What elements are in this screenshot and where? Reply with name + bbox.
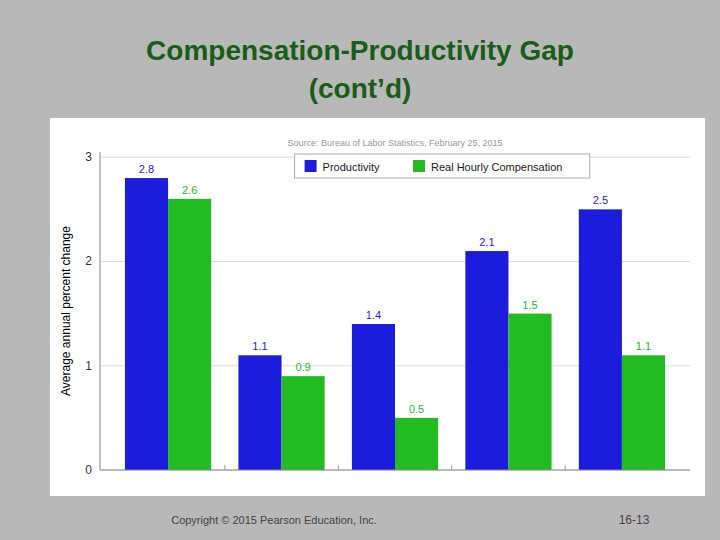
slide-background — [0, 0, 720, 540]
bar — [508, 314, 551, 470]
group-divider — [338, 465, 339, 470]
legend: Productivity Real Hourly Compensation — [295, 154, 590, 178]
chart-root: Compensation-Productivity Gap (cont’d) 0 1 2… — [0, 0, 720, 540]
legend-label: Productivity — [323, 161, 380, 173]
bar — [352, 324, 395, 470]
legend-swatch — [305, 160, 317, 172]
data-label: 1.1 — [636, 340, 651, 352]
legend-box — [295, 154, 590, 178]
bar — [622, 355, 665, 470]
page-number: 16-13 — [619, 513, 650, 527]
legend-swatch — [413, 160, 425, 172]
data-label: 1.1 — [252, 340, 267, 352]
bar — [579, 209, 622, 470]
data-labels: 2.8 1.1 1.4 2.1 2.5 2.6 0.9 0.5 1.5 1.1 — [139, 163, 651, 415]
y-axis-line — [100, 152, 101, 470]
y-tick-label: 3 — [85, 150, 92, 164]
subtitle: (cont’d) — [309, 73, 412, 104]
bar — [282, 376, 325, 470]
data-label: 0.5 — [409, 403, 424, 415]
title: Compensation-Productivity Gap — [146, 35, 574, 66]
group-divider — [451, 465, 452, 470]
y-axis-label: Average annual percent change — [59, 226, 73, 396]
bar — [125, 178, 168, 470]
bar — [168, 199, 211, 470]
group-divider — [565, 465, 566, 470]
y-tick-label: 0 — [85, 463, 92, 477]
data-label: 2.5 — [593, 194, 608, 206]
data-label: 1.5 — [522, 299, 537, 311]
data-label: 2.6 — [182, 184, 197, 196]
legend-label: Real Hourly Compensation — [431, 161, 562, 173]
data-label: 2.1 — [479, 236, 494, 248]
data-label: 2.8 — [139, 163, 154, 175]
group-divider — [224, 465, 225, 470]
bar — [465, 251, 508, 470]
source-note: Source: Bureau of Labor Statistics, Febr… — [287, 138, 502, 148]
grid-line — [100, 470, 690, 471]
bar — [238, 355, 281, 470]
copyright: Copyright © 2015 Pearson Education, Inc. — [171, 514, 377, 526]
data-label: 0.9 — [295, 361, 310, 373]
y-tick-label: 1 — [85, 359, 92, 373]
bar — [395, 418, 438, 470]
x-axis-line — [100, 470, 690, 471]
data-label: 1.4 — [366, 309, 381, 321]
chart-panel — [50, 118, 705, 496]
bars — [125, 178, 665, 470]
y-tick-label: 2 — [85, 254, 92, 268]
